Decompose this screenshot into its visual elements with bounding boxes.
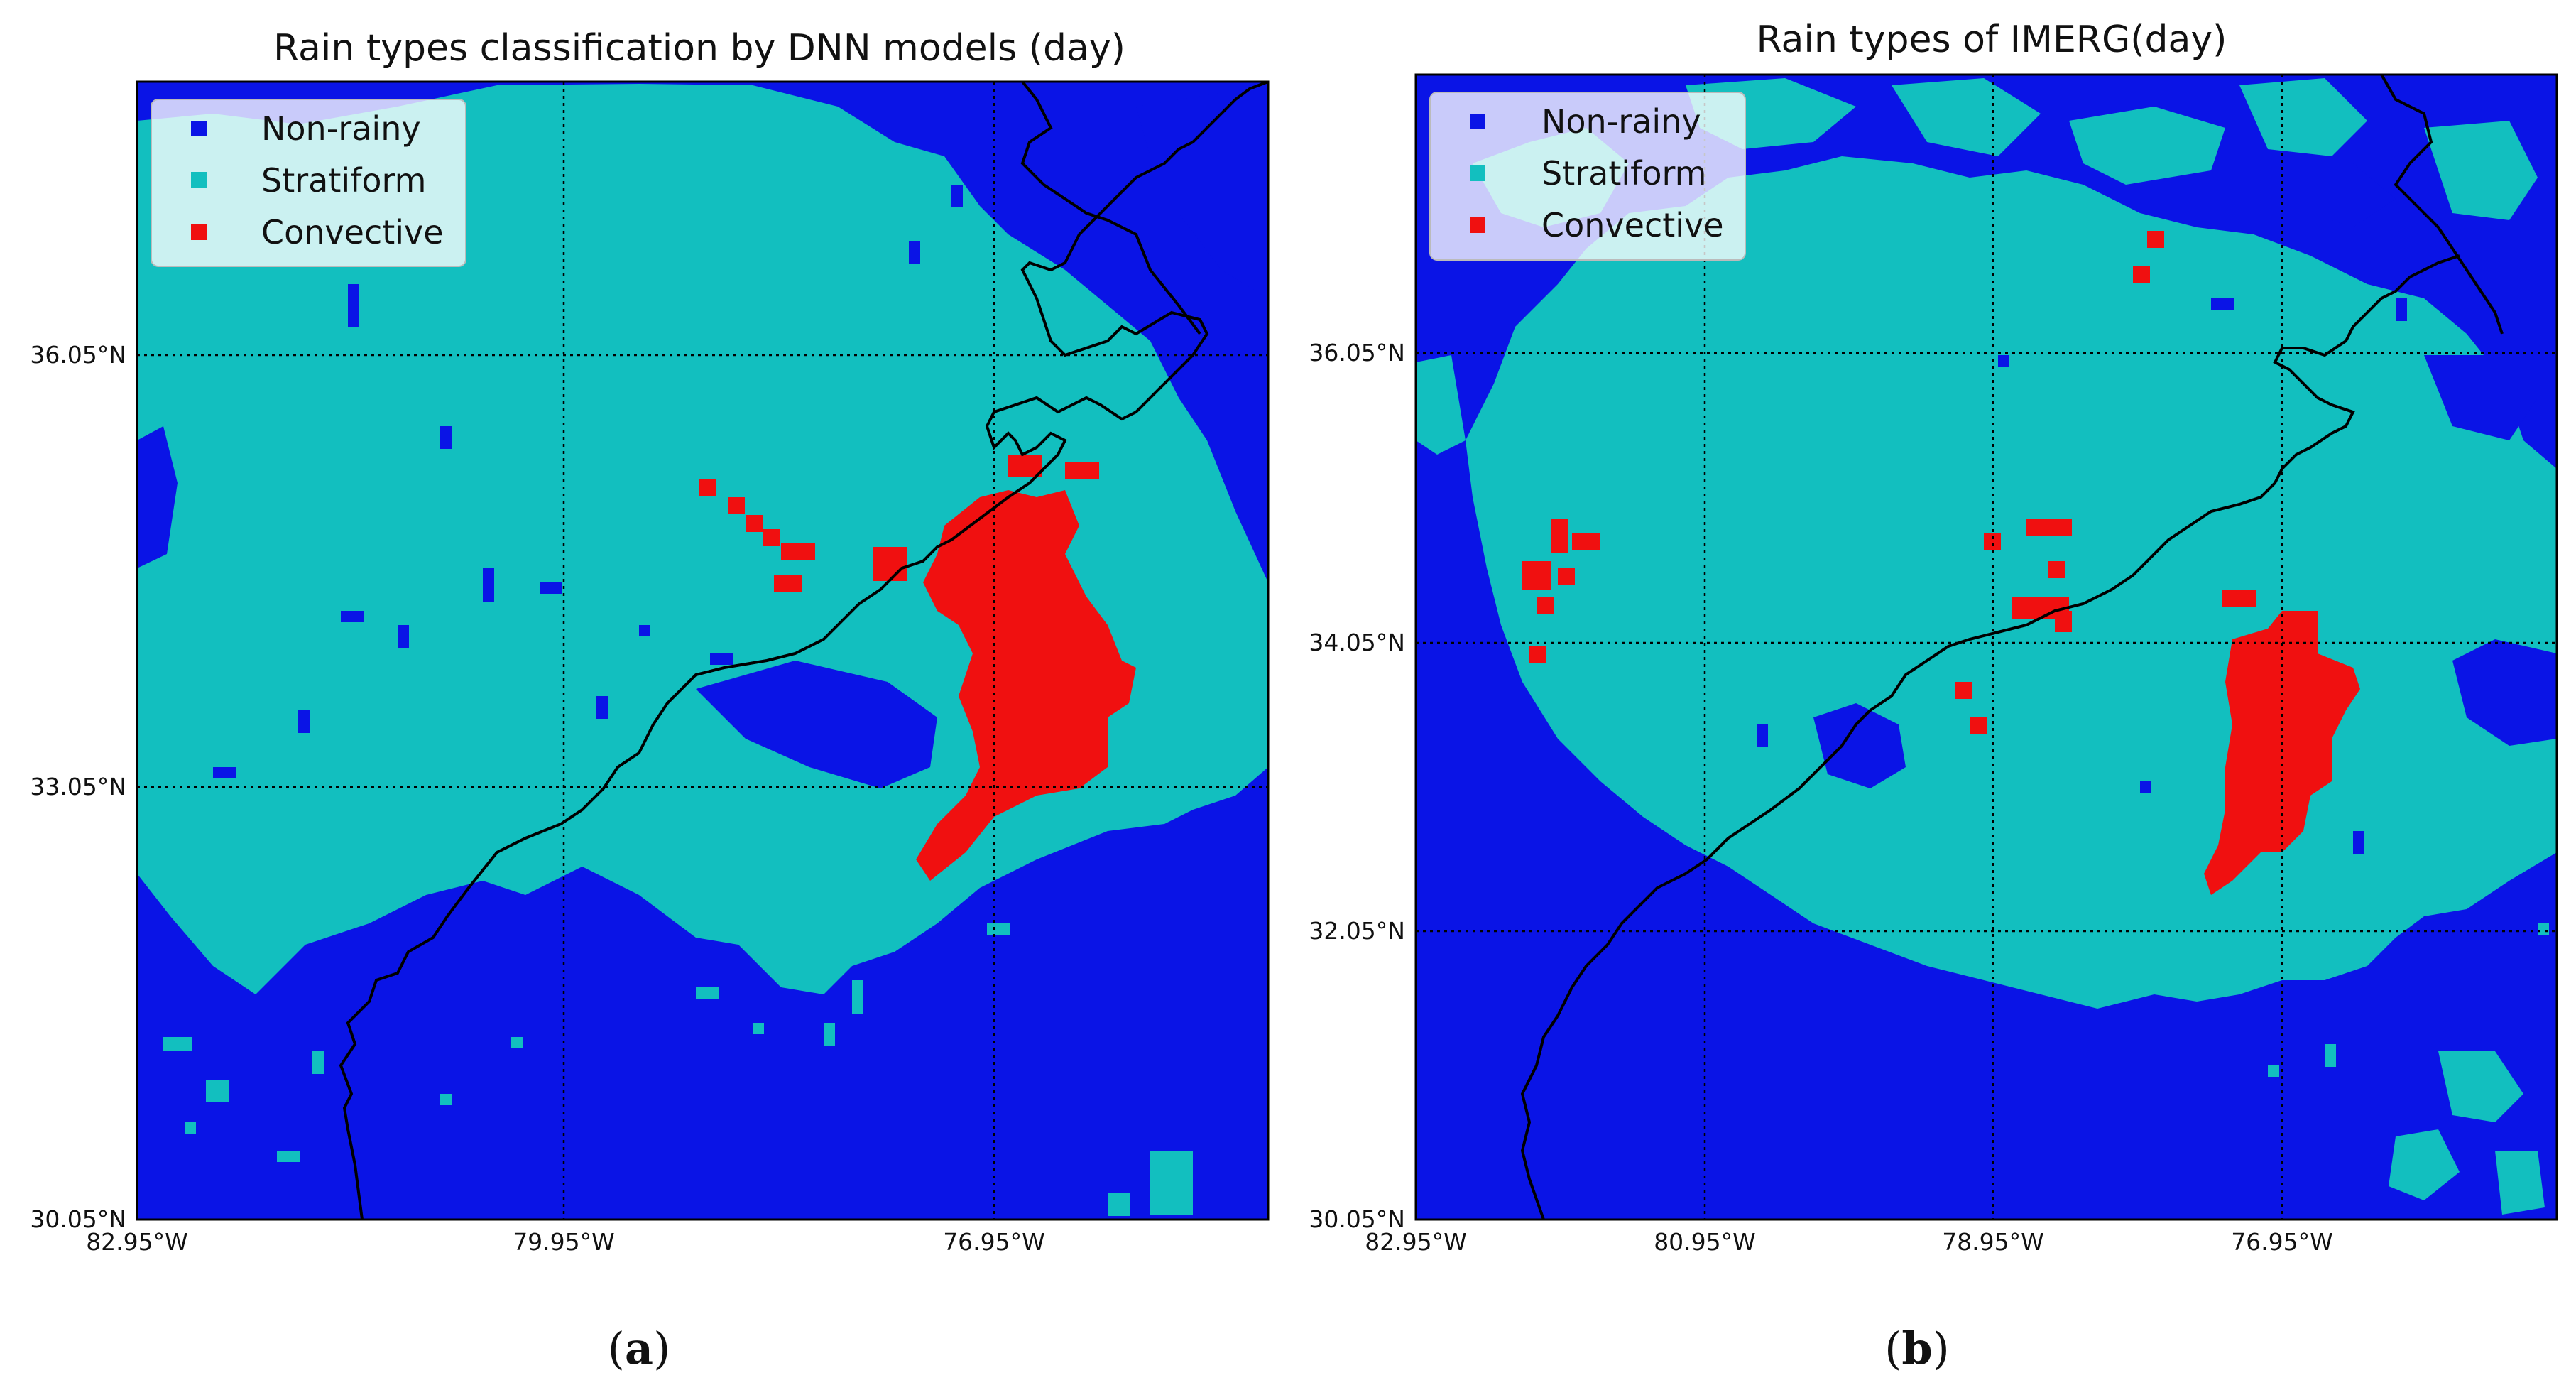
lon-tick: 78.95°W	[1942, 1228, 2044, 1256]
lon-tick: 76.95°W	[943, 1228, 1045, 1256]
non-rainy-patch	[696, 661, 937, 788]
panel-a-title: Rain types classification by DNN models …	[273, 27, 1125, 70]
legend-marker-convective	[1470, 217, 1485, 233]
panel-a: Rain types classification by DNN models …	[30, 27, 1270, 1374]
lat-tick: 33.05°N	[30, 773, 126, 800]
lat-tick: 36.05°N	[1309, 339, 1405, 367]
stratiform-region	[1416, 355, 1466, 455]
convective-region	[1522, 231, 2360, 895]
lon-tick: 76.95°W	[2231, 1228, 2333, 1256]
coastline	[339, 82, 1268, 1220]
stratiform-region	[2424, 121, 2538, 220]
legend-label-stratiform: Stratiform	[261, 161, 426, 200]
inlet-outline	[2380, 75, 2504, 335]
panel-b-legend: Non-rainy Stratiform Convective	[1429, 92, 1746, 261]
legend-label-non-rainy: Non-rainy	[1541, 102, 1701, 141]
stratiform-pixels	[163, 923, 1193, 1216]
lat-tick: 32.05°N	[1309, 917, 1405, 945]
legend-box	[151, 99, 466, 267]
subfigure-label-a: (a)	[608, 1323, 671, 1374]
legend-marker-non-rainy	[191, 121, 207, 136]
non-rainy-patch	[2424, 355, 2538, 440]
stratiform-region	[1892, 78, 2041, 156]
stratiform-region	[2389, 1129, 2460, 1200]
convective-region	[699, 455, 1136, 881]
panel-a-legend: Non-rainy Stratiform Convective	[151, 99, 466, 267]
stratiform-region	[2239, 78, 2367, 156]
panel-a-map	[137, 82, 1268, 1220]
subfigure-label-b: (b)	[1884, 1323, 1950, 1374]
lon-tick: 79.95°W	[513, 1228, 615, 1256]
panel-b-title: Rain types of IMERG(day)	[1757, 18, 2227, 61]
lat-tick: 30.05°N	[1309, 1205, 1405, 1233]
legend-label-stratiform: Stratiform	[1541, 154, 1706, 192]
stratiform-region	[2438, 1051, 2523, 1122]
lat-tick: 30.05°N	[30, 1205, 126, 1233]
legend-marker-stratiform	[1470, 165, 1485, 181]
panel-b-map	[1416, 75, 2557, 1220]
lat-tick: 36.05°N	[30, 341, 126, 369]
legend-label-non-rainy: Non-rainy	[261, 109, 421, 148]
panel-a-gridlines	[137, 82, 1268, 1220]
panel-b-gridlines	[1416, 75, 2557, 1220]
non-rainy-pixels	[1757, 298, 2407, 854]
panel-a-frame	[136, 80, 1270, 1221]
non-rainy-patch	[2296, 163, 2396, 227]
legend-label-convective: Convective	[261, 213, 444, 251]
lat-tick: 34.05°N	[1309, 629, 1405, 656]
non-rainy-patch	[1813, 703, 1906, 788]
stratiform-pixels	[2268, 852, 2549, 1077]
panel-b-frame	[1414, 73, 2558, 1221]
stratiform-region	[2495, 1151, 2545, 1215]
panel-b: Rain types of IMERG(day)	[1288, 0, 2576, 1395]
legend-box	[1429, 92, 1746, 261]
stratiform-region	[2069, 107, 2225, 185]
legend-marker-convective	[191, 224, 207, 240]
legend-marker-stratiform	[191, 172, 207, 188]
non-rainy-patch	[137, 426, 178, 568]
non-rainy-patch	[1136, 85, 1268, 298]
lon-tick: 80.95°W	[1654, 1228, 1756, 1256]
non-rainy-patch	[2452, 639, 2557, 746]
legend-marker-non-rainy	[1470, 114, 1485, 129]
inlet-outline	[1020, 82, 1201, 335]
legend-label-convective: Convective	[1541, 206, 1724, 244]
lon-tick: 82.95°W	[1365, 1228, 1467, 1256]
non-rainy-pixels	[213, 185, 1218, 778]
lon-tick: 82.95°W	[86, 1228, 188, 1256]
